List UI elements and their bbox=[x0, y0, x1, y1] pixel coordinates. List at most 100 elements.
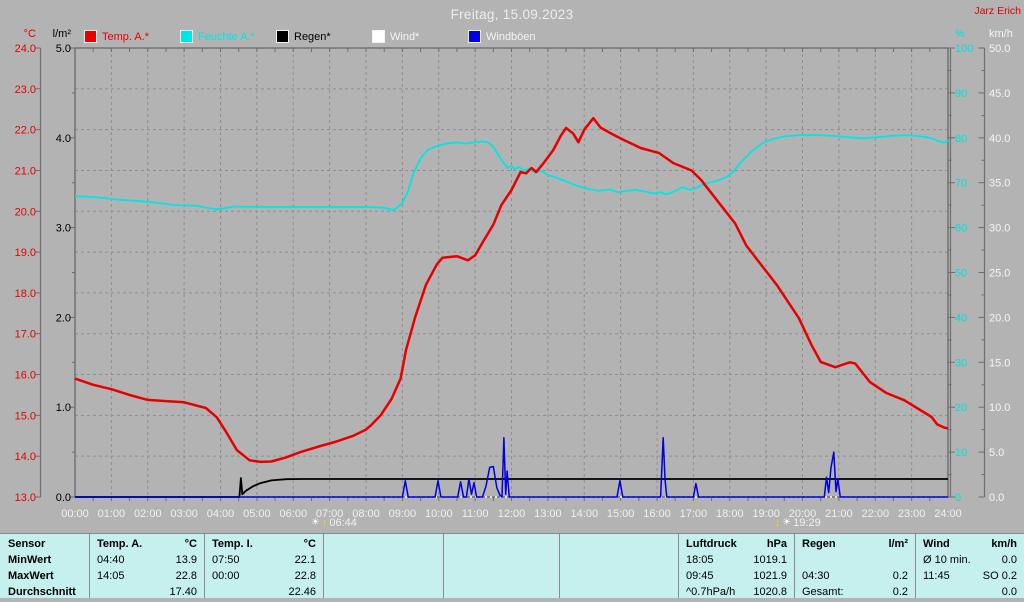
axis-label-wind_kmh: 40.0 bbox=[989, 133, 1010, 145]
table-row: 11:45 SO 0.2 bbox=[916, 568, 1024, 584]
axis-label-rain_lm2: 0.0 bbox=[56, 492, 71, 504]
table-row: 00:00 22.8 bbox=[205, 568, 323, 584]
axis-label-wind_kmh: 20.0 bbox=[989, 312, 1010, 324]
axis-label-rain_lm2: 3.0 bbox=[56, 223, 71, 235]
table-column-empty bbox=[323, 534, 443, 598]
axis-label-temp_c: 14.0 bbox=[15, 451, 36, 463]
axis-label-temp_c: 21.0 bbox=[15, 166, 36, 178]
table-cell: km/h bbox=[991, 538, 1017, 550]
axis-label-temp_c: 15.0 bbox=[15, 410, 36, 422]
x-axis-label: 02:00 bbox=[134, 508, 162, 520]
axis-label-temp_c: 18.0 bbox=[15, 288, 36, 300]
axis-label-temp_c: 24.0 bbox=[15, 43, 36, 55]
table-row bbox=[324, 552, 443, 568]
table-cell: 09:45 bbox=[686, 570, 714, 582]
table-row: MinWert bbox=[0, 552, 89, 568]
legend-item: Feuchte A.* bbox=[180, 30, 255, 43]
table-cell: 1019.1 bbox=[753, 554, 787, 566]
sunrise-time: 06:44 bbox=[329, 517, 357, 529]
series-temp-a bbox=[74, 116, 949, 464]
x-axis-label: 06:00 bbox=[280, 508, 308, 520]
table-cell: 04:30 bbox=[802, 570, 830, 582]
table-cell: °C bbox=[303, 538, 316, 550]
legend-swatch-icon bbox=[180, 30, 193, 43]
table-cell: 07:50 bbox=[212, 554, 240, 566]
x-axis-label: 21:00 bbox=[825, 508, 853, 520]
axis-label-humidity_pct: 40 bbox=[955, 312, 967, 324]
table-column-temp-i-: Temp. I. °C 07:50 22.1 00:00 22.8 22.46 bbox=[204, 534, 323, 598]
day-chart-plot: 24.0 23.0 22.0 21.0 20.0 19.0 18.0 17.0 16.0 15.0… bbox=[15, 28, 1013, 520]
table-column-temp-a-: Temp. A. °C 04:40 13.9 14:05 22.8 17.40 bbox=[89, 534, 204, 598]
axis-label-wind_kmh: 25.0 bbox=[989, 268, 1010, 280]
table-row bbox=[444, 552, 559, 568]
axis-label-rain_lm2: 1.0 bbox=[56, 402, 71, 414]
axis-label-temp_c: 20.0 bbox=[15, 206, 36, 218]
legend-swatch-icon bbox=[468, 30, 481, 43]
table-cell: 22.46 bbox=[288, 586, 316, 598]
table-cell: Temp. A. bbox=[97, 538, 143, 550]
axis-label-wind_kmh: 45.0 bbox=[989, 88, 1010, 100]
table-cell: ^0.7hPa/h bbox=[686, 586, 736, 598]
axis-label-wind_kmh: 15.0 bbox=[989, 357, 1010, 369]
sunset-arrow-icon: ↓ bbox=[774, 516, 781, 529]
x-axis-label: 15:00 bbox=[607, 508, 635, 520]
axis-label-temp_c: 13.0 bbox=[15, 492, 36, 504]
x-axis-label: 08:00 bbox=[352, 508, 380, 520]
series-regen bbox=[75, 477, 948, 498]
axis-label-humidity_pct: 0 bbox=[955, 492, 961, 504]
table-cell: 13.9 bbox=[175, 554, 197, 566]
axis-label-humidity_pct: 80 bbox=[955, 133, 967, 145]
axis-label-rain_lm2: 4.0 bbox=[56, 133, 71, 145]
x-axis-label: 18:00 bbox=[716, 508, 744, 520]
table-cell: Durchschnitt bbox=[8, 586, 76, 598]
table-row bbox=[560, 552, 678, 568]
table-cell: 04:40 bbox=[97, 554, 125, 566]
table-row: 09:45 1021.9 bbox=[679, 568, 794, 584]
author-name: Jarz Erich bbox=[974, 5, 1021, 17]
x-axis-label: 13:00 bbox=[534, 508, 562, 520]
axis-label-humidity_pct: 70 bbox=[955, 178, 967, 190]
x-axis-label: 14:00 bbox=[571, 508, 599, 520]
table-column-empty bbox=[443, 534, 559, 598]
axis-label-rain_lm2: 2.0 bbox=[56, 312, 71, 324]
table-cell: 00:00 bbox=[212, 570, 240, 582]
x-axis-label: 03:00 bbox=[170, 508, 198, 520]
table-cell: 0.2 bbox=[892, 570, 908, 582]
table-row: 04:30 0.2 bbox=[795, 568, 915, 584]
sunrise-arrow-icon: ↑ bbox=[321, 516, 328, 529]
x-axis-label: 20:00 bbox=[789, 508, 817, 520]
table-cell: 22.8 bbox=[294, 570, 316, 582]
x-axis-label: 16:00 bbox=[643, 508, 671, 520]
table-row bbox=[560, 568, 678, 584]
table-cell: Temp. I. bbox=[212, 538, 253, 550]
axis-label-wind_kmh: 0.0 bbox=[989, 492, 1004, 504]
x-axis-label: 07:00 bbox=[316, 508, 344, 520]
axis-label-humidity_pct: 30 bbox=[955, 357, 967, 369]
table-row: ^0.7hPa/h 1020.8 bbox=[679, 584, 794, 600]
table-row: 22.46 bbox=[205, 584, 323, 600]
axis-unit-wind_kmh: km/h bbox=[989, 28, 1013, 40]
x-axis-label: 22:00 bbox=[862, 508, 890, 520]
x-axis-label: 17:00 bbox=[680, 508, 708, 520]
x-axis-label: 24:00 bbox=[934, 508, 962, 520]
table-header-row: Temp. A. °C bbox=[90, 536, 204, 552]
x-axis-label: 10:00 bbox=[425, 508, 453, 520]
axis-label-temp_c: 22.0 bbox=[15, 125, 36, 137]
x-axis-label: 05:00 bbox=[243, 508, 271, 520]
x-axis-label: 00:00 bbox=[61, 508, 89, 520]
table-row: 18:05 1019.1 bbox=[679, 552, 794, 568]
axis-label-temp_c: 19.0 bbox=[15, 247, 36, 259]
table-cell: Ø 10 min. bbox=[923, 554, 971, 566]
table-cell: Wind bbox=[923, 538, 950, 550]
table-cell: 0.2 bbox=[892, 586, 908, 598]
table-cell: l/m² bbox=[888, 538, 908, 550]
legend-label: Windböen bbox=[486, 30, 536, 43]
table-header-row: Temp. I. °C bbox=[205, 536, 323, 552]
table-cell: 1021.9 bbox=[753, 570, 787, 582]
legend-label: Temp. A.* bbox=[102, 30, 150, 43]
legend-label: Regen* bbox=[294, 30, 331, 43]
table-column-empty bbox=[559, 534, 678, 598]
legend-item: Regen* bbox=[276, 30, 331, 43]
legend-swatch-icon bbox=[84, 30, 97, 43]
